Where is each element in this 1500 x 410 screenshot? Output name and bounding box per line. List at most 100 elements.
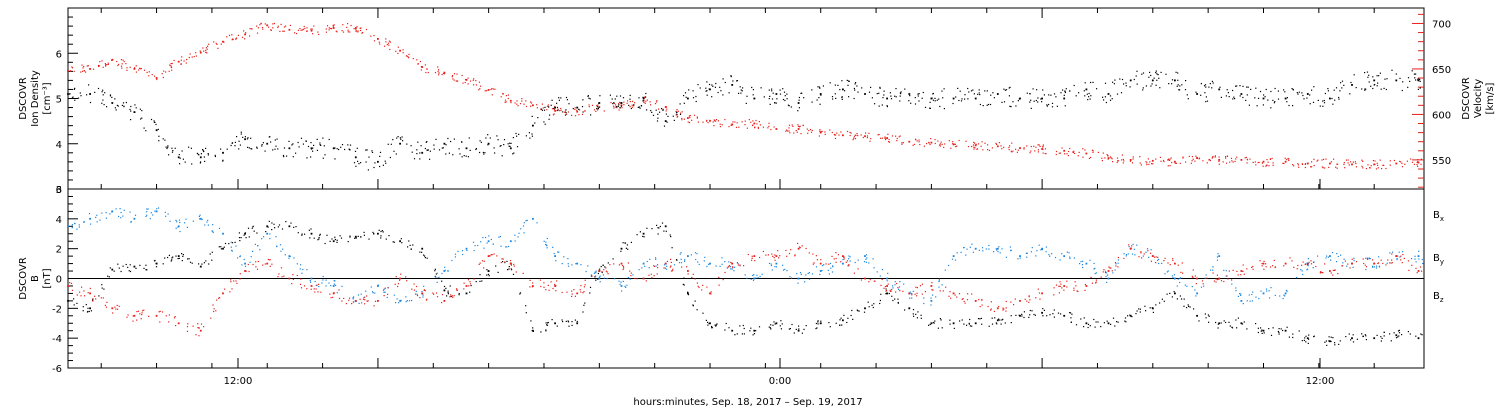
by-sample [923, 302, 925, 305]
bz-sample [1164, 257, 1166, 259]
bz-sample [200, 323, 203, 325]
density-sample [1324, 92, 1326, 95]
bz-sample [990, 309, 992, 311]
density-sample [596, 108, 598, 110]
by-sample [1231, 283, 1233, 285]
bz-sample [889, 289, 891, 291]
velocity-sample [1044, 153, 1046, 155]
density-sample [238, 140, 240, 142]
bz-sample [630, 275, 632, 277]
bx-sample [1308, 338, 1310, 340]
density-point [775, 93, 778, 95]
by-sample [1150, 249, 1152, 251]
velocity-sample [472, 79, 474, 81]
velocity-sample [168, 70, 170, 72]
density-sample [401, 136, 403, 138]
velocity-sample [388, 44, 390, 46]
bz-sample [1053, 287, 1055, 289]
bx-sample [602, 264, 604, 266]
by-sample [1414, 258, 1416, 260]
bz-sample [1419, 266, 1422, 268]
velocity-sample [791, 124, 793, 126]
velocity-sample [1226, 155, 1229, 157]
velocity-sample [1077, 155, 1079, 157]
velocity-sample [1110, 157, 1112, 159]
bx-sample [145, 269, 147, 271]
bz-sample [835, 261, 837, 263]
density-sample [617, 105, 619, 107]
velocity-sample [1121, 159, 1123, 161]
bx-sample [885, 293, 887, 295]
density-sample [347, 144, 349, 146]
bz-sample [727, 266, 729, 268]
velocity-sample [1347, 162, 1349, 164]
by-sample [847, 265, 849, 267]
bx-sample [1144, 305, 1146, 307]
density-sample [512, 153, 514, 155]
bz-sample [1091, 282, 1093, 284]
density-sample [1219, 86, 1221, 88]
density-sample [531, 133, 533, 135]
by-sample [1368, 257, 1370, 259]
density-sample [800, 92, 802, 94]
bx-sample [1145, 310, 1147, 312]
bz-sample [411, 288, 413, 290]
bx-sample [1110, 323, 1112, 325]
density-sample [516, 146, 519, 148]
bz-sample [186, 330, 189, 332]
density-sample [122, 102, 125, 104]
density-sample [1286, 97, 1288, 99]
velocity-sample [612, 105, 615, 107]
by-sample [553, 252, 555, 255]
density-sample [665, 113, 667, 115]
bz-sample [1289, 257, 1291, 259]
velocity-sample [1073, 150, 1075, 152]
bx-sample [447, 293, 449, 295]
by-sample [944, 269, 946, 271]
density-sample [1258, 97, 1260, 99]
bz-sample [197, 323, 199, 325]
bz-sample [351, 303, 353, 305]
density-sample [1177, 79, 1179, 81]
bx-sample [1286, 326, 1288, 328]
velocity-point [199, 51, 202, 54]
by-sample [259, 249, 261, 251]
velocity-sample [1012, 150, 1014, 152]
bx-sample [949, 323, 951, 325]
density-sample [518, 133, 520, 135]
density-sample [291, 144, 293, 146]
bz-sample [1026, 300, 1028, 302]
velocity-sample [1225, 162, 1228, 164]
density-sample [1109, 95, 1112, 97]
bz-sample [948, 295, 950, 297]
bz-sample [314, 291, 316, 293]
by-sample [505, 246, 507, 248]
density-sample [1212, 82, 1214, 84]
density-sample [1060, 92, 1062, 94]
velocity-point [576, 110, 579, 113]
velocity-sample [1268, 165, 1270, 167]
bz-sample [971, 293, 973, 295]
velocity-sample [313, 25, 315, 27]
density-point [1240, 93, 1243, 95]
by-sample [595, 275, 597, 277]
bx-sample [201, 263, 203, 265]
by-sample [333, 283, 335, 285]
by-sample [300, 264, 302, 266]
velocity-sample [707, 122, 709, 124]
velocity-sample [1000, 145, 1002, 147]
bz-sample [573, 289, 575, 291]
bx-sample [1409, 333, 1411, 335]
bx-sample [1183, 298, 1185, 300]
density-sample [114, 98, 116, 100]
bx-point [1262, 329, 1265, 332]
bx-sample [551, 319, 553, 321]
density-sample [1246, 86, 1248, 88]
density-sample [202, 149, 204, 151]
density-sample [484, 152, 486, 154]
bx-sample [297, 232, 299, 234]
bx-sample [847, 317, 849, 319]
velocity-sample [658, 108, 660, 110]
velocity-point [1395, 162, 1398, 165]
bx-sample [1205, 317, 1207, 319]
